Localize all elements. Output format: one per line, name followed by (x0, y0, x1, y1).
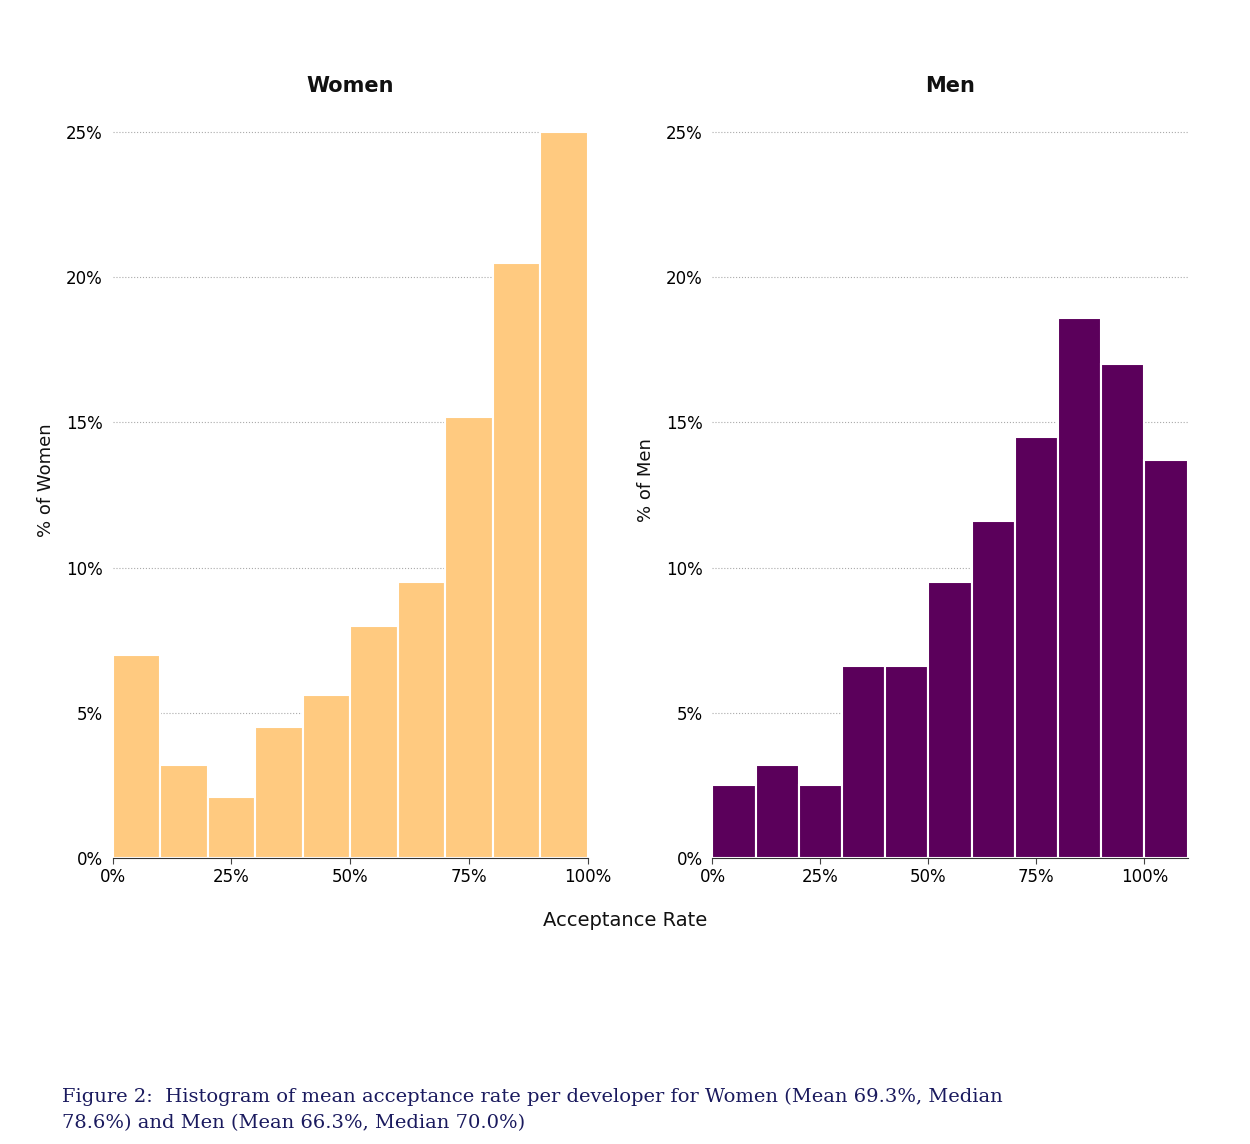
Bar (842, 666, 885, 858)
Bar (350, 626, 398, 858)
Bar (112, 654, 160, 858)
Bar (255, 728, 302, 858)
Bar (885, 666, 929, 858)
Bar (799, 786, 842, 858)
Title: Women: Women (306, 76, 394, 96)
Bar (302, 696, 350, 858)
Y-axis label: % of Men: % of Men (638, 438, 655, 523)
Y-axis label: % of Women: % of Women (38, 423, 55, 538)
Bar (1144, 460, 1188, 858)
Text: Figure 2:  Histogram of mean acceptance rate per developer for Women (Mean 69.3%: Figure 2: Histogram of mean acceptance r… (62, 1088, 1004, 1133)
Bar (1015, 437, 1058, 858)
Bar (160, 765, 208, 858)
Bar (492, 263, 540, 858)
Bar (1101, 364, 1144, 858)
Bar (756, 765, 799, 858)
Bar (208, 797, 255, 858)
Bar (398, 582, 445, 858)
Bar (712, 786, 756, 858)
Bar (929, 582, 971, 858)
Bar (540, 132, 588, 858)
Text: Acceptance Rate: Acceptance Rate (542, 912, 708, 930)
Bar (1058, 318, 1101, 858)
Title: Men: Men (925, 76, 975, 96)
Bar (445, 416, 493, 858)
Bar (971, 522, 1015, 858)
